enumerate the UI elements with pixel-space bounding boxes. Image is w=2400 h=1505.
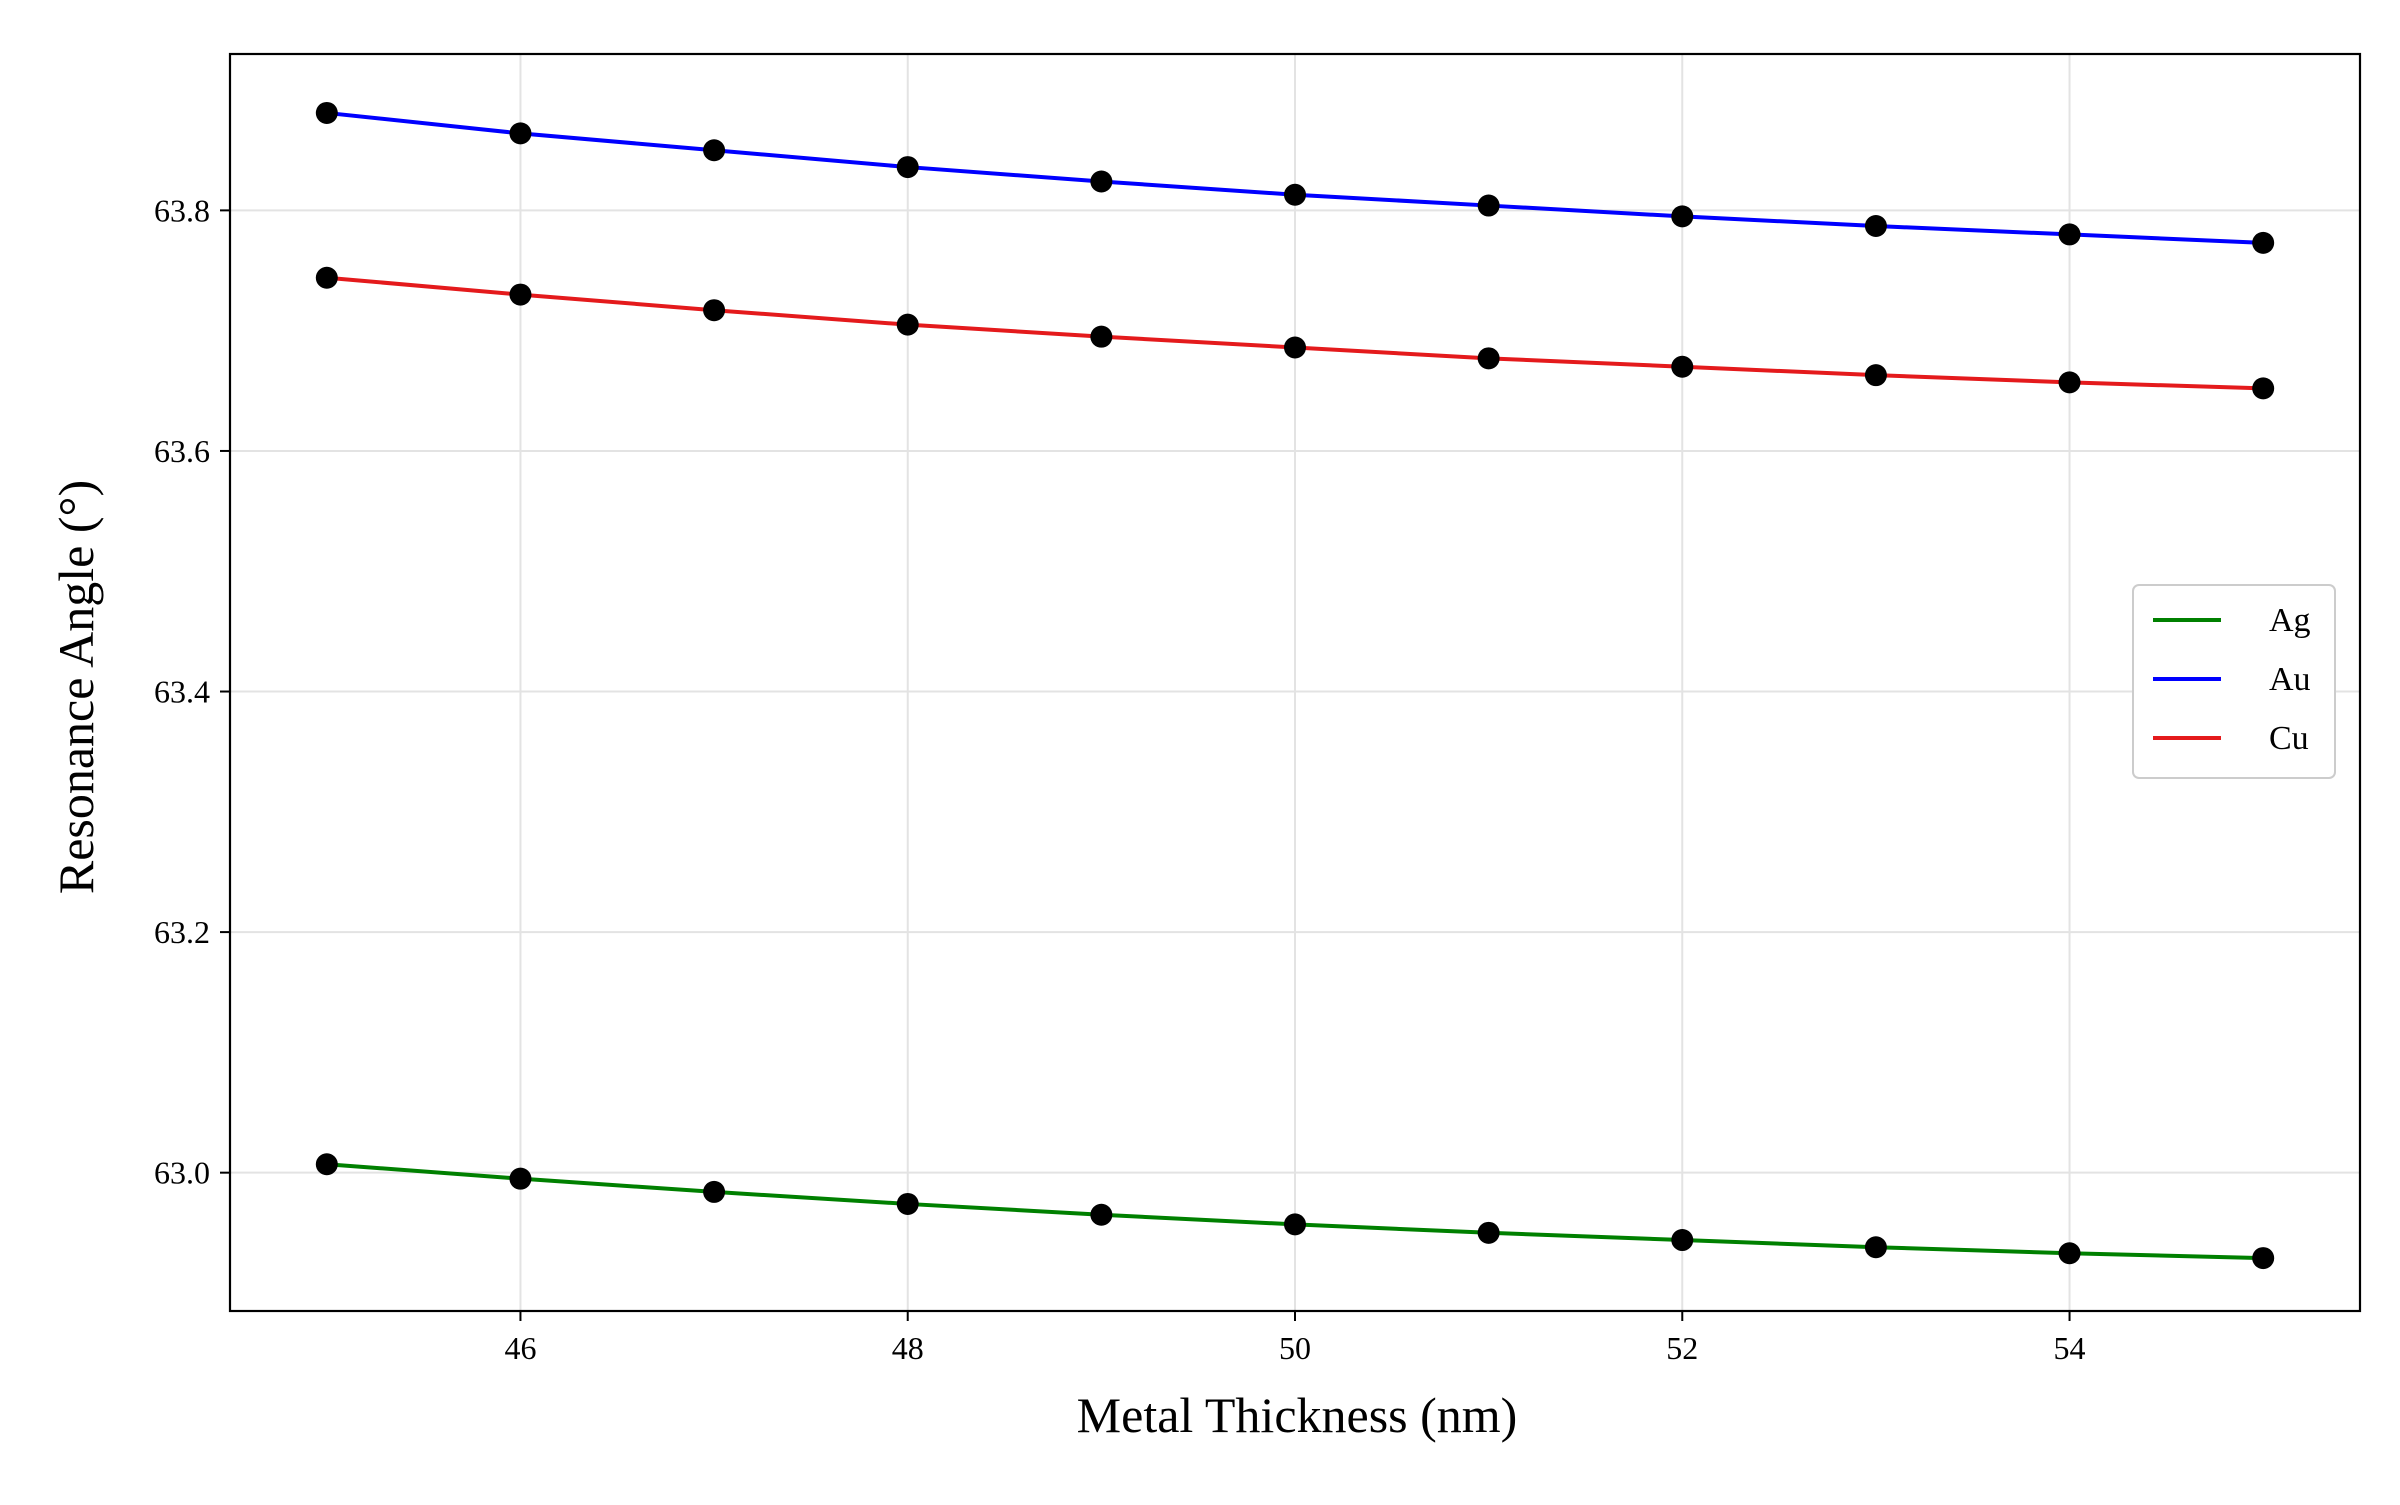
data-point-au [2252, 231, 2275, 254]
data-point-au [1671, 205, 1694, 228]
x-axis-label: Metal Thickness (nm) [1077, 1387, 1518, 1443]
grid [230, 54, 2360, 1311]
y-tick-label: 63.4 [154, 674, 210, 710]
data-point-ag [703, 1180, 726, 1203]
x-tick-label: 48 [892, 1330, 924, 1366]
data-point-cu [1477, 347, 1500, 370]
y-tick-label: 63.8 [154, 192, 210, 228]
data-markers [315, 101, 2275, 1270]
x-tick-label: 50 [1279, 1330, 1311, 1366]
data-point-ag [1864, 1236, 1887, 1259]
data-point-ag [509, 1167, 532, 1190]
data-point-cu [1864, 364, 1887, 387]
data-point-au [1284, 183, 1306, 206]
y-tick-label: 63.2 [154, 914, 210, 950]
legend-label-au: Au [2269, 661, 2311, 698]
legend-label-ag: Ag [2269, 602, 2311, 639]
data-point-au [509, 122, 532, 145]
data-point-cu [315, 266, 338, 289]
x-tick-label: 54 [2054, 1330, 2086, 1366]
data-point-ag [1090, 1203, 1113, 1226]
y-tick-label: 63.0 [154, 1155, 210, 1191]
axes: 46 48 50 52 54 63.0 63.2 63.4 63.6 63.8 [154, 192, 2086, 1366]
y-axis-label: Resonance Angle (°) [48, 480, 104, 894]
data-point-au [2058, 223, 2081, 246]
data-point-ag [1284, 1213, 1306, 1236]
x-tick-label: 46 [504, 1330, 536, 1366]
legend-label-cu: Cu [2269, 720, 2309, 757]
data-point-cu [1671, 355, 1694, 378]
data-point-ag [2252, 1247, 2275, 1270]
data-point-au [315, 101, 338, 124]
data-point-cu [2252, 377, 2275, 400]
data-point-cu [509, 283, 532, 306]
data-point-ag [896, 1192, 919, 1215]
data-point-au [703, 139, 726, 162]
data-point-cu [1090, 325, 1113, 348]
data-point-ag [1671, 1229, 1694, 1252]
data-point-ag [315, 1153, 338, 1176]
data-point-ag [2058, 1242, 2081, 1265]
legend: Ag Au Cu [2132, 584, 2336, 779]
data-point-cu [1284, 336, 1306, 359]
data-point-au [1477, 194, 1500, 217]
data-point-cu [896, 313, 919, 336]
data-point-cu [703, 299, 726, 322]
x-tick-label: 52 [1666, 1330, 1698, 1366]
data-point-au [896, 156, 919, 179]
data-point-ag [1477, 1221, 1500, 1244]
y-tick-label: 63.6 [154, 433, 210, 469]
legend-box [2132, 584, 2336, 779]
data-point-au [1090, 170, 1113, 193]
data-point-au [1864, 215, 1887, 238]
data-point-cu [2058, 371, 2081, 394]
